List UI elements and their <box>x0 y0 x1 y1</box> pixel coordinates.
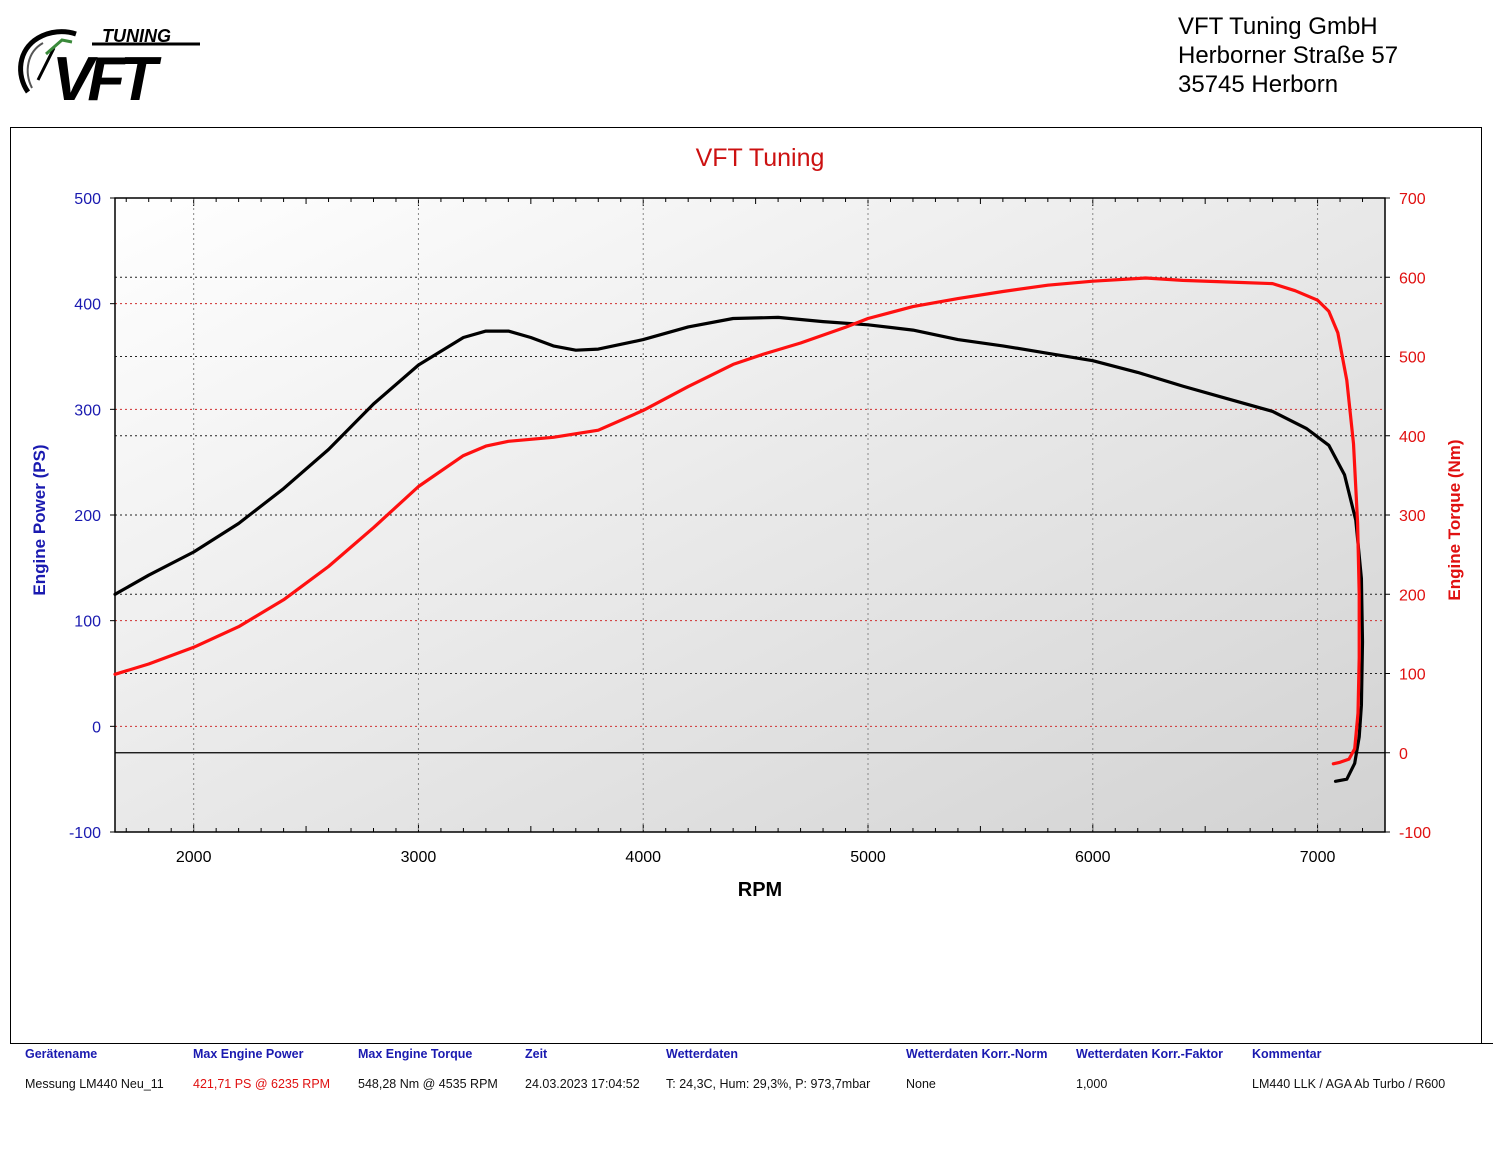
x-tick-label: 6000 <box>1075 849 1111 866</box>
company-city: 35745 Herborn <box>1178 71 1339 98</box>
header-weather: Wetterdaten <box>666 1047 739 1061</box>
logo-vft-text: VFT <box>52 45 162 110</box>
plot-border <box>114 197 1386 833</box>
x-tick-label: 4000 <box>625 849 661 866</box>
header-max-power: Max Engine Power <box>193 1047 304 1061</box>
left-tick-label: 300 <box>74 402 101 419</box>
right-tick-label: 100 <box>1399 667 1426 684</box>
right-tick-label: 300 <box>1399 508 1426 525</box>
header-time: Zeit <box>525 1047 548 1061</box>
right-tick-label: 400 <box>1399 429 1426 446</box>
dyno-chart: VFT Tuning 500 400 300 200 100 0 -100 700 600 500 4… <box>30 144 1464 901</box>
x-tick-label: 5000 <box>850 849 886 866</box>
value-max-torque: 548,28 Nm @ 4535 RPM <box>358 1077 498 1091</box>
x-tick-label: 7000 <box>1300 849 1336 866</box>
value-weather: T: 24,3C, Hum: 29,3%, P: 973,7mbar <box>666 1077 871 1091</box>
left-axis-label: Engine Power (PS) <box>30 444 49 595</box>
left-tick-label: 100 <box>74 614 101 631</box>
chart-title: VFT Tuning <box>696 144 825 172</box>
value-time: 24.03.2023 17:04:52 <box>525 1077 640 1091</box>
value-correction-factor: 1,000 <box>1076 1077 1108 1091</box>
header-correction-factor: Wetterdaten Korr.-Faktor <box>1076 1047 1224 1061</box>
x-tick-label: 2000 <box>176 849 212 866</box>
value-max-power: 421,71 PS @ 6235 RPM <box>193 1077 331 1091</box>
left-tick-label: 0 <box>92 719 101 736</box>
left-tick-label: 200 <box>74 508 101 525</box>
right-axis-label: Engine Torque (Nm) <box>1445 439 1464 600</box>
right-tick-label: 200 <box>1399 587 1426 604</box>
right-tick-label: 700 <box>1399 191 1426 208</box>
left-tick-label: 400 <box>74 297 101 314</box>
company-address: VFT Tuning GmbH Herborner Straße 57 3574… <box>1178 12 1398 99</box>
torque-curve <box>113 276 1361 766</box>
left-tick-label: 500 <box>74 191 101 208</box>
company-name: VFT Tuning GmbH <box>1178 13 1378 40</box>
header-comment: Kommentar <box>1252 1047 1322 1061</box>
value-correction-norm: None <box>906 1077 936 1091</box>
header-correction-norm: Wetterdaten Korr.-Norm <box>906 1047 1048 1061</box>
measurement-info-table: Gerätename Max Engine Power Max Engine T… <box>21 1043 1493 1172</box>
right-tick-label: 600 <box>1399 270 1426 287</box>
right-tick-label: 0 <box>1399 746 1408 763</box>
header-max-torque: Max Engine Torque <box>358 1047 473 1061</box>
header-device-name: Gerätename <box>25 1047 98 1061</box>
right-tick-label: 500 <box>1399 350 1426 367</box>
value-comment: LM440 LLK / AGA Ab Turbo / R600 <box>1252 1077 1446 1091</box>
right-tick-label: -100 <box>1399 825 1431 842</box>
company-street: Herborner Straße 57 <box>1178 42 1399 69</box>
vft-tuning-logo: TUNING VFT <box>18 26 200 110</box>
value-device-name: Messung LM440 Neu_11 <box>25 1077 164 1091</box>
left-tick-label: -100 <box>69 825 101 842</box>
chart-frame: VFT Tuning 500 400 300 200 100 0 -100 700 600 500 4… <box>10 127 1493 1091</box>
logo-tuning-text: TUNING <box>102 26 171 46</box>
x-axis-label: RPM <box>738 879 782 901</box>
x-tick-label: 3000 <box>401 849 437 866</box>
